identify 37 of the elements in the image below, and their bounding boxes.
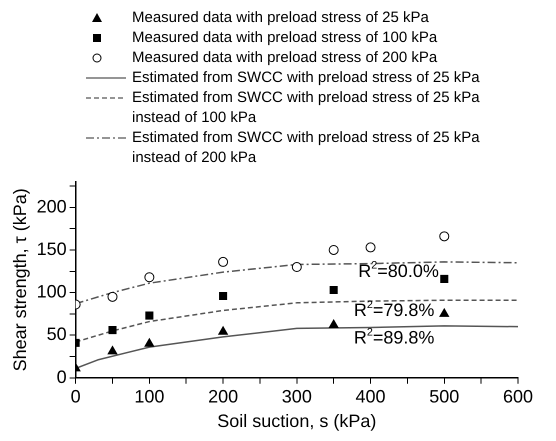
x-tick-label: 200 — [208, 386, 238, 407]
legend-label: Estimated from SWCC with preload stress of 25 kPa — [132, 68, 481, 88]
point — [328, 319, 339, 328]
x-tick-label: 100 — [134, 386, 164, 407]
legend-label: Estimated from SWCC with preload stress of 25 kPa instead of 100 kPa — [132, 88, 481, 128]
point — [144, 338, 154, 347]
point — [330, 286, 338, 294]
point — [439, 308, 450, 317]
point — [144, 272, 154, 282]
legend-label: Estimated from SWCC with preload stress of 25 kPa instead of 200 kPa — [132, 128, 481, 168]
point — [108, 346, 118, 354]
legend-label: Measured data with preload stress of 200 kPa — [132, 48, 438, 68]
x-tick-label: 0 — [70, 386, 81, 407]
x-tick-label: 400 — [356, 386, 386, 407]
y-tick-label: 0 — [56, 366, 67, 387]
legend-label: Measured data with preload stress of 100 kPa — [132, 28, 438, 48]
y-tick-label: 150 — [36, 238, 67, 259]
point — [366, 242, 376, 252]
x-tick-label: 600 — [502, 386, 534, 407]
point — [440, 274, 448, 283]
y-tick-label: 200 — [36, 196, 67, 216]
point — [219, 292, 228, 300]
x-axis-title: Soil suction, s (kPa) — [217, 411, 376, 432]
point — [218, 326, 228, 335]
y-tick-label: 50 — [46, 324, 67, 344]
point — [439, 231, 450, 242]
point — [108, 326, 117, 334]
point — [145, 312, 154, 320]
point — [107, 292, 118, 302]
x-tick-label: 300 — [282, 386, 312, 407]
point — [328, 244, 339, 255]
legend-label: Measured data with preload stress of 25 kPa — [132, 8, 430, 28]
y-tick-label: 100 — [36, 282, 67, 302]
y-axis-title: Shear strength, τ (kPa) — [10, 188, 30, 372]
point — [218, 256, 228, 267]
x-tick-label: 500 — [429, 386, 460, 407]
point — [292, 262, 302, 272]
